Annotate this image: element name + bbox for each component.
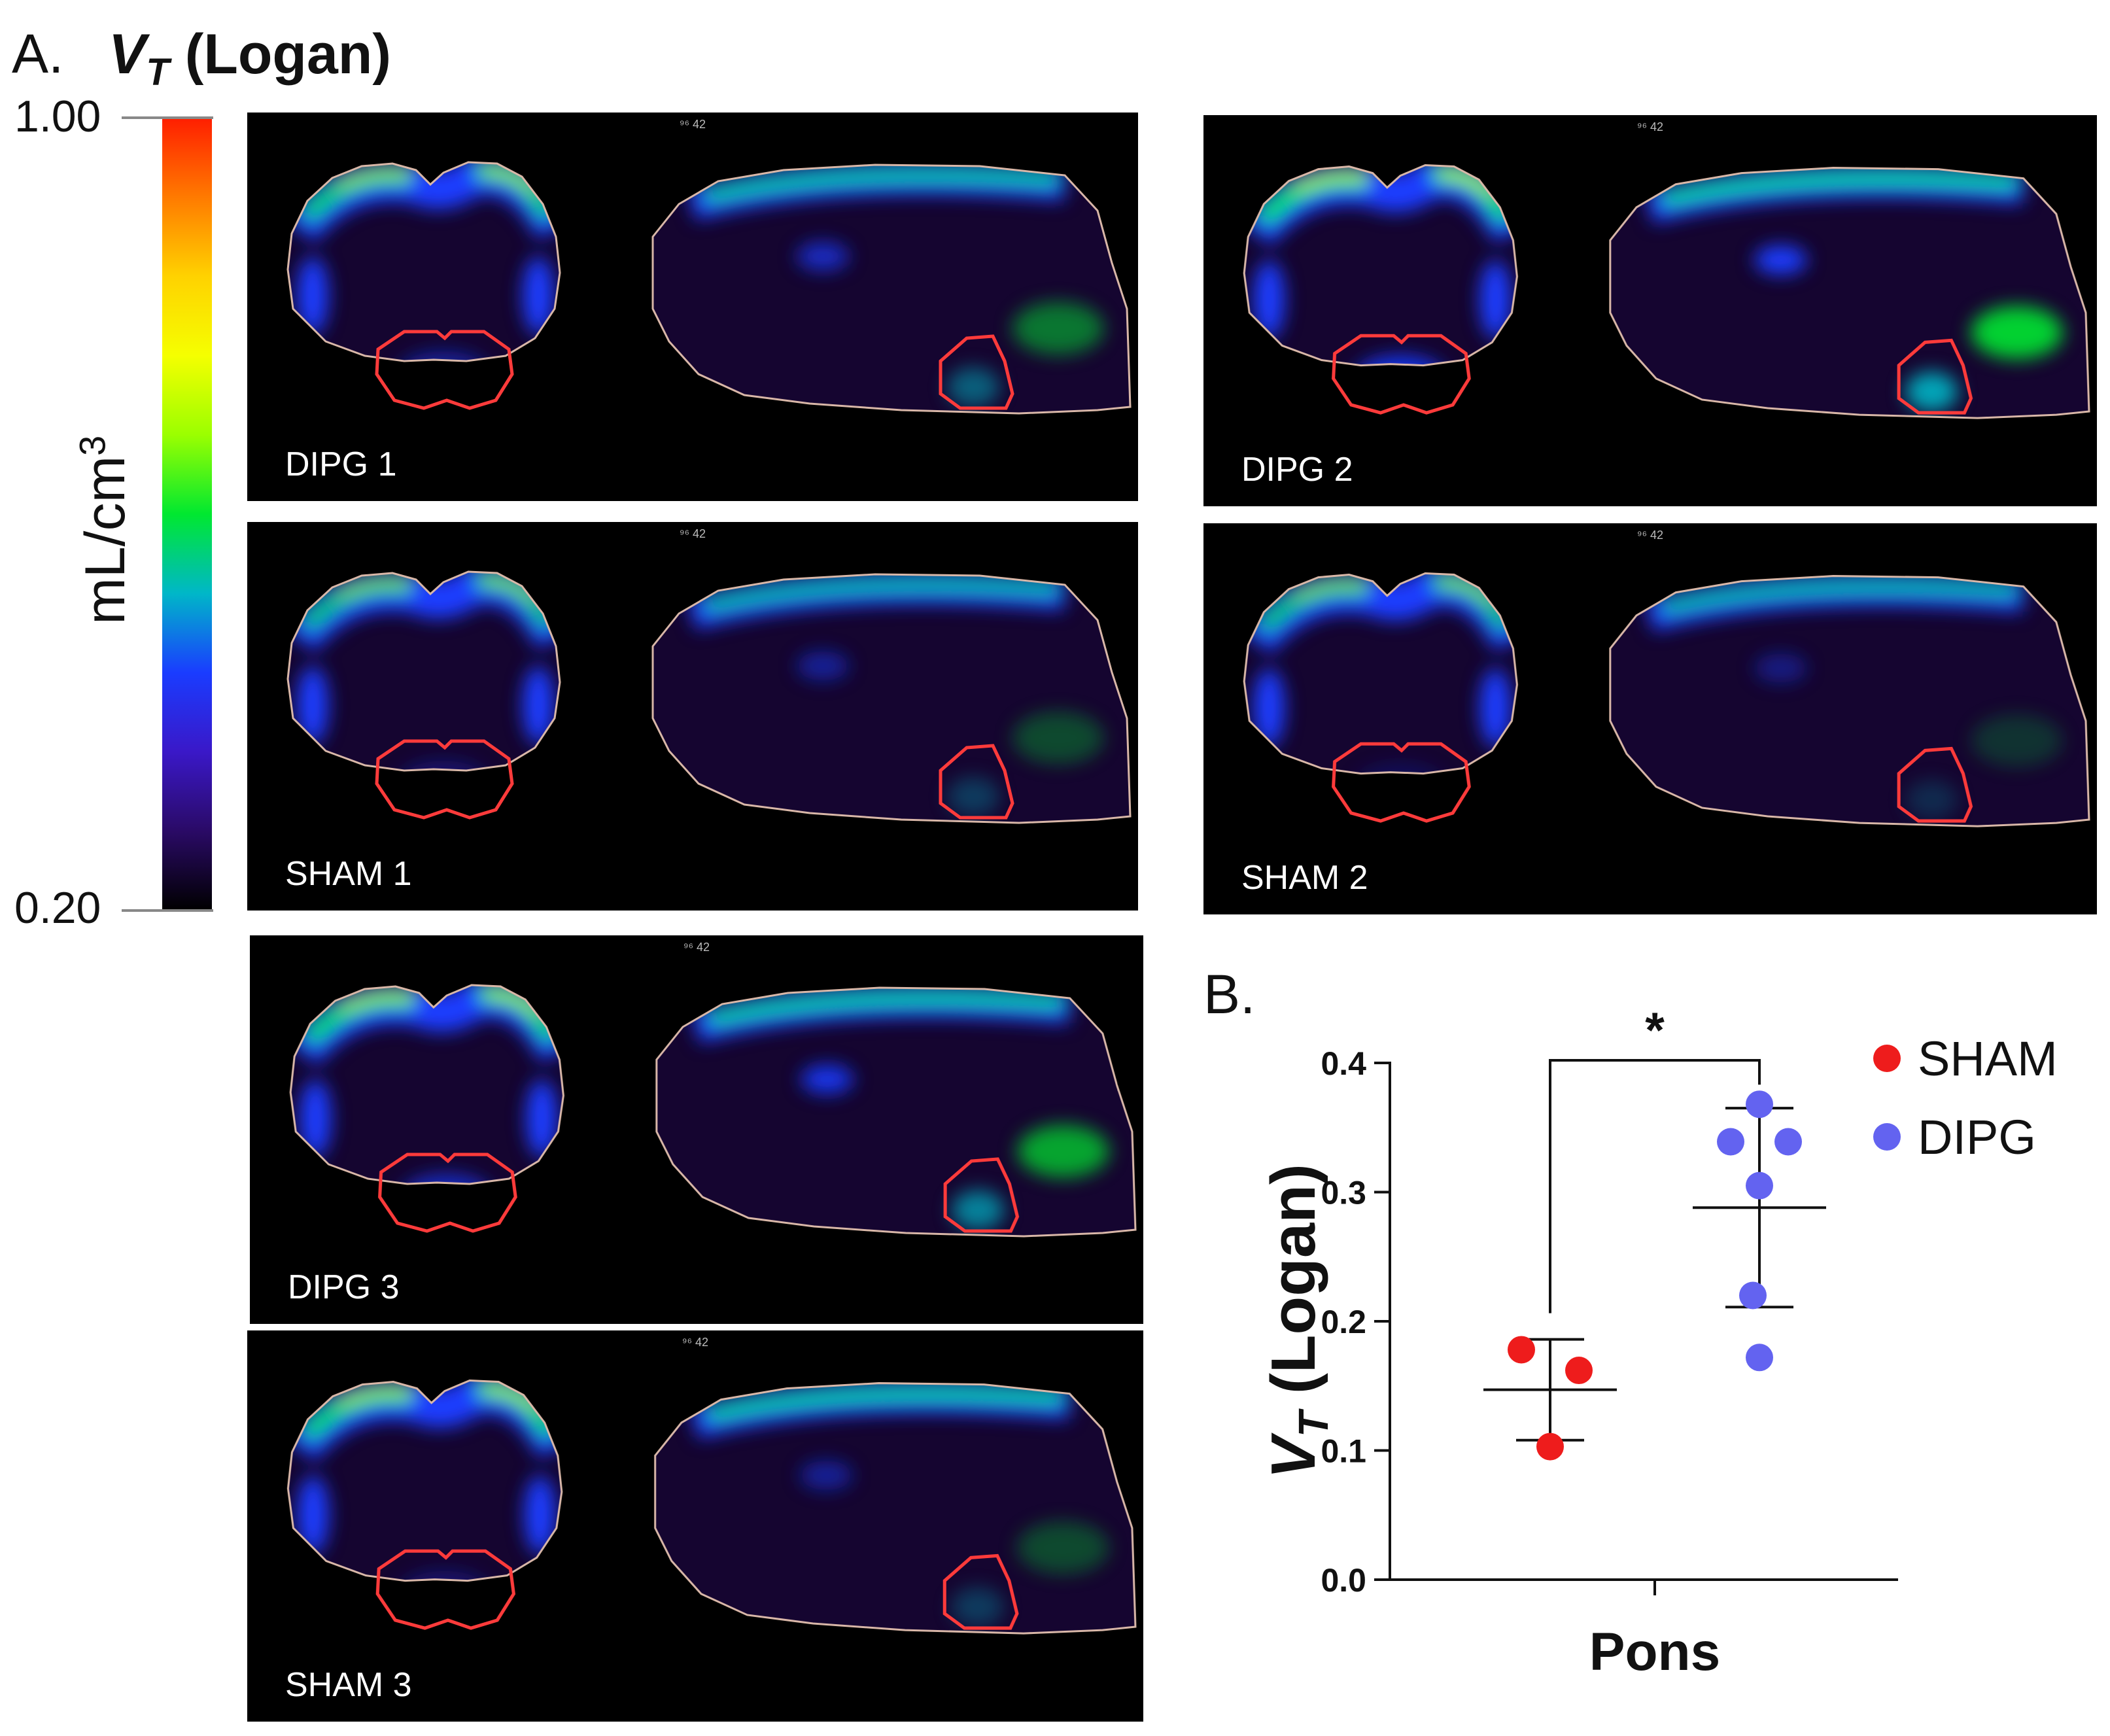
colorbar-unit-text: mL/cm3 bbox=[71, 435, 139, 624]
pet-image-sham-2: ⁹⁶ 42 SHAM 2 bbox=[1203, 523, 2097, 914]
scatter-chart: 0.0 0.1 0.2 0.3 0.4 Pons VT (Logan) SHAM DIPG * bbox=[1217, 981, 2097, 1688]
image-label: DIPG 1 bbox=[285, 445, 397, 483]
legend-label-sham: SHAM bbox=[1918, 1032, 2058, 1086]
data-point-sham bbox=[1565, 1357, 1593, 1385]
image-label: SHAM 3 bbox=[285, 1666, 412, 1704]
watermark: ⁹⁶ 42 bbox=[679, 118, 706, 131]
significance-bracket bbox=[1549, 1059, 1761, 1313]
brain-scan bbox=[289, 984, 1137, 1238]
pet-image-dipg-1: ⁹⁶ 42 DIPG 1 bbox=[247, 113, 1138, 501]
data-point-dipg bbox=[1746, 1344, 1773, 1372]
colorbar-top-tick bbox=[122, 116, 213, 119]
legend-marker-sham bbox=[1873, 1045, 1901, 1072]
data-point-sham bbox=[1536, 1432, 1564, 1461]
pet-image-sham-3: ⁹⁶ 42 SHAM 3 bbox=[247, 1330, 1143, 1722]
data-point-dipg bbox=[1746, 1090, 1773, 1119]
title-symbol: V bbox=[109, 23, 147, 86]
colorbar-gradient bbox=[162, 118, 212, 911]
title-subscript: T bbox=[146, 51, 169, 94]
y-tick-label: 0.0 bbox=[1321, 1562, 1366, 1599]
panel-b-label: B. bbox=[1203, 963, 1256, 1025]
data-point-dipg bbox=[1746, 1172, 1773, 1200]
chart-svg: 0.0 0.1 0.2 0.3 0.4 Pons VT (Logan) SHAM DIPG * bbox=[1258, 1003, 2058, 1682]
image-label: SHAM 1 bbox=[285, 855, 412, 893]
data-point-sham bbox=[1508, 1336, 1535, 1364]
panel-a-title: VT (Logan) bbox=[109, 22, 391, 94]
title-rest: (Logan) bbox=[184, 23, 391, 86]
colorbar bbox=[162, 118, 212, 911]
legend-label-dipg: DIPG bbox=[1918, 1110, 2036, 1164]
image-label: SHAM 2 bbox=[1241, 859, 1368, 897]
pet-image-sham-1: ⁹⁶ 42 SHAM 1 bbox=[247, 522, 1138, 911]
brain-scan bbox=[1243, 572, 2090, 827]
colorbar-min-label: 0.20 bbox=[14, 883, 101, 933]
pet-image-dipg-2: ⁹⁶ 42 DIPG 2 bbox=[1203, 115, 2097, 506]
legend-marker-dipg bbox=[1873, 1123, 1901, 1151]
y-tick-label: 0.2 bbox=[1321, 1304, 1366, 1340]
y-tick-label: 0.4 bbox=[1321, 1045, 1366, 1082]
colorbar-unit-exponent: 3 bbox=[71, 435, 113, 456]
colorbar-unit: mL/cm3 bbox=[0, 435, 235, 624]
watermark: ⁹⁶ 42 bbox=[1636, 120, 1664, 133]
y-tick-label: 0.3 bbox=[1321, 1175, 1366, 1211]
image-label: DIPG 2 bbox=[1241, 451, 1353, 489]
y-axis-label: VT (Logan) bbox=[1258, 1164, 1337, 1479]
data-point-dipg bbox=[1739, 1281, 1767, 1310]
significance-marker: * bbox=[1645, 1003, 1665, 1058]
watermark: ⁹⁶ 42 bbox=[679, 527, 706, 540]
pet-image-dipg-3: ⁹⁶ 42 DIPG 3 bbox=[250, 935, 1143, 1324]
colorbar-max-label: 1.00 bbox=[14, 92, 101, 141]
data-point-dipg bbox=[1717, 1128, 1744, 1156]
brain-scan bbox=[286, 161, 1132, 415]
watermark: ⁹⁶ 42 bbox=[683, 941, 710, 954]
colorbar-unit-base: mL/cm bbox=[74, 455, 137, 625]
x-axis-label: Pons bbox=[1589, 1622, 1720, 1682]
watermark: ⁹⁶ 42 bbox=[682, 1336, 709, 1349]
panel-a-label: A. bbox=[12, 23, 64, 84]
image-label: DIPG 3 bbox=[288, 1268, 400, 1306]
watermark: ⁹⁶ 42 bbox=[1636, 529, 1664, 542]
brain-scan bbox=[286, 570, 1132, 824]
brain-scan bbox=[1243, 164, 2090, 419]
y-tick-label: 0.1 bbox=[1321, 1433, 1366, 1470]
colorbar-bottom-tick bbox=[122, 909, 213, 912]
brain-scan bbox=[286, 1379, 1137, 1635]
data-point-dipg bbox=[1774, 1128, 1802, 1156]
